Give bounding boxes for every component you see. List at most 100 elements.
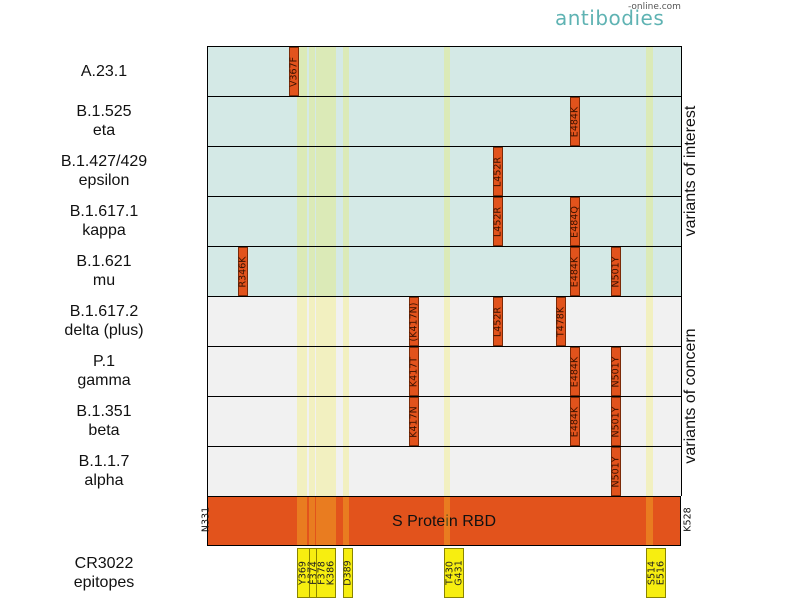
mutation-marker: E484K — [569, 397, 581, 446]
variant-row-background — [207, 446, 681, 496]
row-separator — [207, 446, 681, 447]
diagram-border-left — [207, 46, 208, 496]
rbd-epitope-highlight — [297, 497, 307, 545]
mutation-marker: N501Y — [610, 247, 622, 296]
variants-of-interest-label: variants of interest — [682, 105, 699, 237]
variant-row-background — [207, 246, 681, 296]
variant-label: B.1.525 eta — [4, 102, 204, 140]
variants-of-concern-label: variants of concern — [682, 328, 699, 464]
variant-row-background — [207, 296, 681, 346]
variant-label-line: B.1.621 — [76, 253, 132, 270]
rbd-epitope-highlight — [316, 497, 336, 545]
row-separator — [207, 196, 681, 197]
variant-label-line: B.1.525 — [76, 103, 132, 120]
variant-label-line: B.1.427/429 — [60, 153, 148, 170]
mutation-label: E484K — [569, 256, 581, 287]
mutation-label: E484K — [569, 406, 581, 437]
mutation-label: N501Y — [610, 255, 622, 288]
variant-label-line: beta — [88, 422, 120, 439]
mutation-label: (K417N) — [408, 302, 420, 341]
row-separator — [207, 46, 681, 47]
mutation-marker: T478K — [555, 297, 567, 346]
mutation-marker: K417T — [408, 347, 419, 396]
mutation-marker: (K417N) — [408, 297, 420, 346]
row-separator — [207, 396, 681, 397]
mutation-label: R346K — [237, 256, 249, 287]
epitope-residue-label: K386 — [325, 560, 337, 586]
epitope-cell: G431 — [453, 549, 464, 597]
variant-label-line: delta (plus) — [64, 322, 144, 339]
variant-label: B.1.1.7 alpha — [4, 452, 204, 490]
epitopes-label-line-1: CR3022 — [74, 555, 134, 572]
mutation-marker: L452R — [492, 147, 504, 196]
mutation-label: L452R — [492, 306, 504, 337]
epitope-cell: K386 — [325, 549, 337, 597]
row-separator — [207, 246, 681, 247]
variant-label-line: alpha — [84, 472, 124, 489]
mutation-marker: N501Y — [610, 397, 622, 446]
mutation-label: T478K — [555, 306, 567, 337]
row-separator — [207, 346, 681, 347]
epitope-box: D389 — [342, 548, 354, 598]
variant-row-background — [207, 196, 681, 246]
mutation-label: E484K — [569, 106, 581, 137]
mutation-marker: L452R — [492, 197, 504, 246]
mutation-label: L452R — [492, 206, 504, 237]
epitope-cell: E516 — [655, 549, 667, 597]
logo-text: antibodies — [555, 6, 665, 30]
rbd-bar — [207, 496, 681, 546]
mutation-label: N501Y — [610, 355, 622, 388]
mutation-label: E484K — [569, 356, 581, 387]
mutation-marker: E484K — [569, 347, 581, 396]
mutation-marker: R346K — [237, 247, 249, 296]
mutation-marker: E484Q — [569, 197, 581, 246]
rbd-epitope-highlight — [444, 497, 450, 545]
diagram-border-right — [681, 46, 682, 496]
variant-label: A.23.1 — [4, 62, 204, 81]
variant-label-line: B.1.617.1 — [69, 203, 139, 220]
row-separator — [207, 96, 681, 97]
epitopes-label: CR3022 epitopes — [4, 554, 204, 592]
variant-label-line: epsilon — [78, 172, 130, 189]
variant-row-background — [207, 346, 681, 396]
epitope-box: T430 G431 — [444, 548, 464, 598]
epitope-residue-label: G431 — [453, 560, 464, 586]
row-separator — [207, 146, 681, 147]
rbd-start-label: N331 — [200, 506, 212, 533]
variant-label-line: kappa — [82, 222, 126, 239]
variant-label: B.1.617.2 delta (plus) — [4, 302, 204, 340]
epitope-box: S514 E516 — [646, 548, 667, 598]
variant-label-line: P.1 — [93, 353, 115, 370]
mutation-label: L452R — [492, 156, 504, 187]
logo-subtext: -online.com — [628, 2, 681, 12]
mutation-label: E484Q — [569, 205, 581, 238]
variant-label-line: mu — [92, 272, 116, 289]
rbd-epitope-highlight — [646, 497, 654, 545]
rbd-end-label: K528 — [682, 507, 694, 532]
rbd-label: S Protein RBD — [391, 513, 497, 530]
variant-label: B.1.351 beta — [4, 402, 204, 440]
variant-label-line: B.1.617.2 — [69, 303, 139, 320]
epitope-residue-label: D389 — [342, 560, 354, 586]
variant-row-background — [207, 96, 681, 146]
epitope-box: F378 K386 — [316, 548, 337, 598]
variant-label-line: B.1.1.7 — [78, 453, 130, 470]
variant-row-background — [207, 46, 681, 96]
variant-label-line: gamma — [77, 372, 131, 389]
variant-label-line: B.1.351 — [76, 403, 132, 420]
rbd-epitope-highlight — [342, 497, 349, 545]
mutation-marker: E484K — [569, 97, 581, 146]
mutation-label: K417N — [408, 405, 420, 438]
variant-row-background — [207, 396, 681, 446]
mutation-label: V367F — [288, 56, 300, 87]
epitopes-label-line-2: epitopes — [73, 574, 135, 591]
mutation-label: N501Y — [610, 405, 622, 438]
mutation-label: N501Y — [610, 455, 622, 488]
variant-row-background — [207, 146, 681, 196]
variant-label: P.1 gamma — [4, 352, 204, 390]
epitope-residue-label: E516 — [655, 560, 667, 586]
variant-label: B.1.427/429 epsilon — [4, 152, 204, 190]
mutation-marker: N501Y — [610, 447, 622, 496]
mutation-marker: N501Y — [610, 347, 622, 396]
variant-label-line: A.23.1 — [80, 62, 128, 80]
